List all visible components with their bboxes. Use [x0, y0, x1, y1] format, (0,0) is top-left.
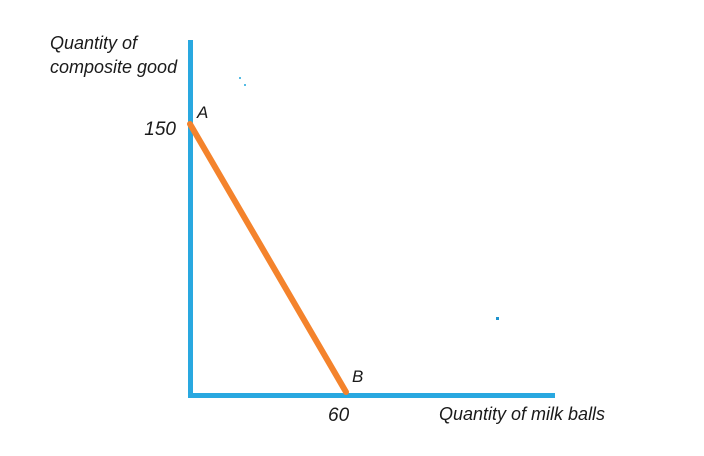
y-axis-line — [188, 40, 193, 398]
x-intercept-tick-label: 60 — [328, 405, 350, 426]
stray-pixel-mark — [239, 77, 241, 79]
y-intercept-tick-label: 150 — [144, 119, 176, 140]
budget-line — [187, 121, 349, 395]
y-axis-title-line1: Quantity of — [50, 33, 138, 53]
stray-pixel-mark — [496, 317, 499, 320]
stray-pixel-mark — [244, 84, 246, 86]
x-axis-line — [188, 393, 555, 398]
x-axis-title: Quantity of milk balls — [439, 404, 606, 424]
point-b-label: B — [352, 367, 364, 386]
point-a-label: A — [197, 103, 209, 122]
y-axis-title-line2: composite good — [50, 57, 178, 77]
y-axis-title: Quantity of composite good — [50, 31, 177, 79]
